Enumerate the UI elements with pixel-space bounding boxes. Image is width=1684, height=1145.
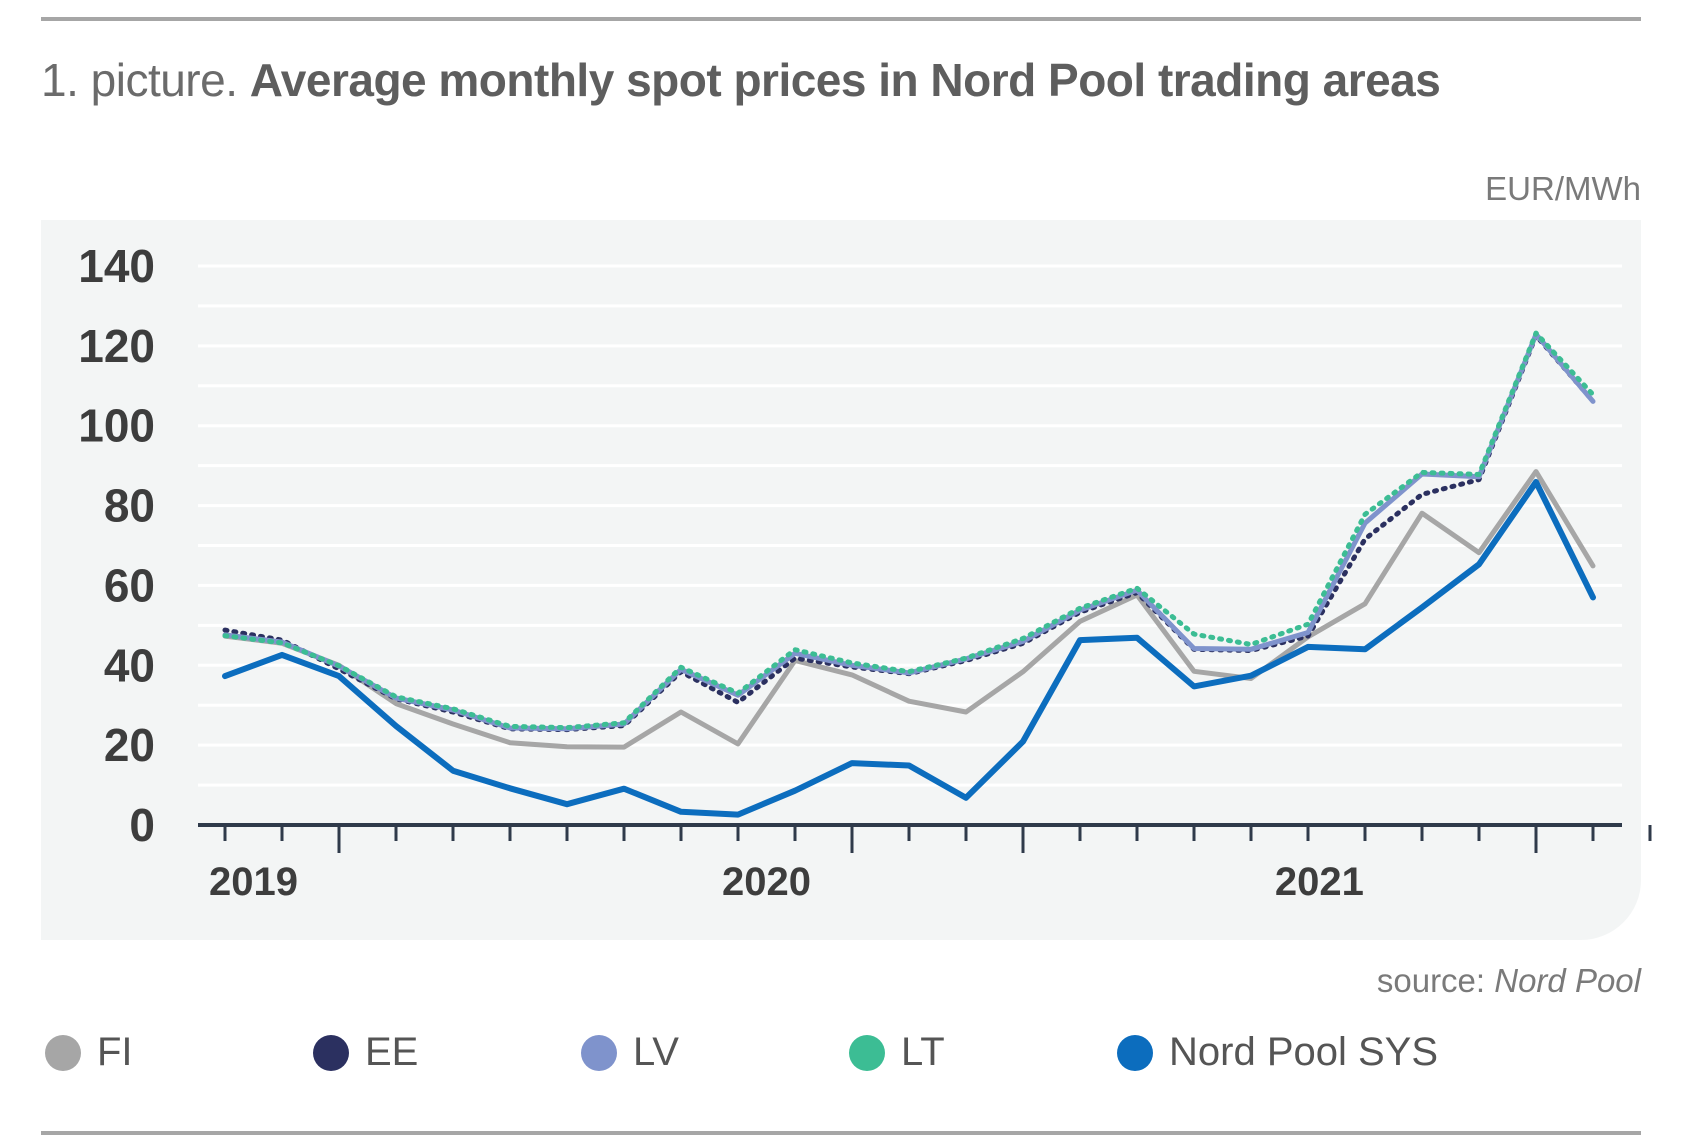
title-main: Average monthly spot prices in Nord Pool…: [249, 54, 1441, 106]
y-tick-label: 120: [78, 320, 155, 372]
legend-item-ee: EE: [313, 1030, 418, 1075]
y-tick-label: 20: [104, 719, 155, 771]
source-name: Nord Pool: [1494, 962, 1641, 999]
title-prefix: 1. picture.: [41, 54, 238, 106]
series-line-sys: [222, 479, 1596, 818]
legend-label: EE: [365, 1030, 419, 1074]
y-tick-label: 0: [129, 799, 155, 851]
legend-item-lv: LV: [581, 1030, 679, 1075]
y-tick-label: 100: [78, 400, 155, 452]
legend-swatch: [581, 1034, 617, 1071]
y-tick-label: 140: [78, 240, 155, 292]
legend-swatch: [1117, 1034, 1153, 1071]
legend-item-fi: FI: [45, 1030, 133, 1075]
chart-title: 1. picture. Average monthly spot prices …: [41, 53, 1441, 107]
series-line-lt: [222, 330, 1596, 731]
legend-item-lt: LT: [849, 1030, 945, 1075]
legend-label: Nord Pool SYS: [1169, 1030, 1439, 1074]
legend-label: LT: [901, 1030, 945, 1074]
y-tick-label: 80: [104, 480, 155, 532]
legend-item-sys: Nord Pool SYS: [1117, 1030, 1438, 1075]
y-unit-label: EUR/MWh: [1485, 170, 1641, 207]
bottom-rule: [41, 1131, 1641, 1135]
line-chart: 0 20 40 60 80 100 120 140 2019 2020 2021: [78, 240, 1652, 904]
legend-label: FI: [97, 1030, 133, 1074]
legend-swatch: [45, 1034, 81, 1071]
legend: FI EE LV LT Nord Pool SYS: [45, 1030, 1605, 1080]
y-tick-label: 60: [104, 559, 155, 611]
legend-swatch: [849, 1034, 885, 1071]
y-tick-label: 40: [104, 639, 155, 691]
series-line-fi: [222, 469, 1596, 750]
top-rule: [41, 17, 1641, 21]
x-tick-label: 2019: [209, 860, 298, 904]
x-tick-label: 2021: [1275, 860, 1364, 904]
source-label: source:: [1376, 962, 1486, 999]
source-note: source: Nord Pool: [1377, 962, 1641, 1000]
x-tick-label: 2020: [722, 860, 811, 904]
legend-label: LV: [633, 1030, 679, 1074]
legend-swatch: [313, 1034, 349, 1071]
plot-panel: [41, 220, 1641, 940]
